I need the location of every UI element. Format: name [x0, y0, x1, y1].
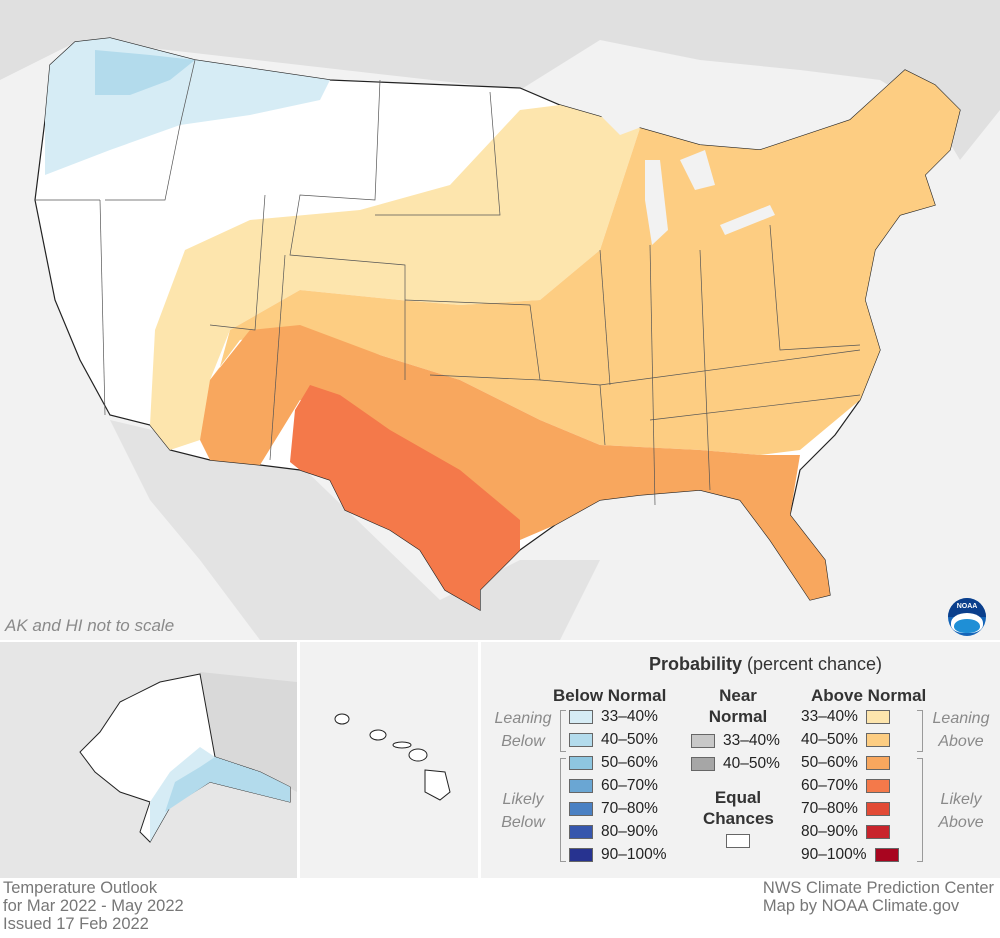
above-normal-item: 90–100% — [801, 844, 899, 866]
above-normal-swatch — [865, 710, 890, 724]
above-normal-label: 33–40% — [801, 708, 858, 725]
above-normal-label: 70–80% — [801, 800, 858, 817]
below-normal-label: 80–90% — [601, 823, 658, 840]
below-normal-label: 70–80% — [601, 800, 658, 817]
above-normal-label: 80–90% — [801, 823, 858, 840]
maui — [408, 748, 428, 762]
below-normal-swatch — [569, 733, 593, 747]
below-normal-item: 90–100% — [569, 844, 667, 866]
below-normal-label: 60–70% — [601, 777, 658, 794]
likely-above-bracket — [917, 758, 923, 862]
big-island — [424, 769, 451, 801]
above-normal-swatch — [865, 779, 890, 793]
above-40-region — [200, 70, 960, 455]
above-normal-swatch — [874, 848, 899, 862]
alaska-inset — [0, 642, 297, 878]
hawaii-inset — [300, 642, 478, 878]
kauai — [334, 713, 350, 725]
below-normal-item: 80–90% — [569, 821, 658, 843]
near-normal-heading: Near Normal — [708, 686, 768, 726]
near-normal-item: 33–40% — [691, 730, 780, 752]
outlook-period: for Mar 2022 - May 2022 — [3, 897, 184, 915]
below-normal-swatch — [569, 756, 593, 770]
above-33-region — [150, 105, 640, 450]
footer-right: NWS Climate Prediction Center Map by NOA… — [763, 879, 994, 915]
leaning-below-bracket — [560, 710, 566, 752]
above-normal-item: 80–90% — [801, 821, 890, 843]
leaning-above-bracket — [917, 710, 923, 752]
alaska-below-40 — [165, 757, 290, 812]
outlook-title: Temperature Outlook — [3, 879, 158, 897]
legend-title-rest: (percent chance) — [741, 654, 883, 674]
likely-above-label: Likely Above — [938, 791, 984, 831]
outlook-issued: Issued 17 Feb 2022 — [3, 915, 149, 933]
near-normal-label: 33–40% — [723, 732, 780, 749]
below-normal-label: 40–50% — [601, 731, 658, 748]
below-normal-swatch — [569, 825, 593, 839]
above-normal-heading: Above Normal — [811, 686, 927, 705]
lake-huron — [680, 150, 715, 190]
near-normal-label: 40–50% — [723, 755, 780, 772]
equal-chances-swatch — [726, 834, 750, 848]
above-normal-item: 40–50% — [801, 729, 890, 751]
above-normal-item: 33–40% — [801, 706, 890, 728]
scale-note: AK and HI not to scale — [5, 616, 175, 635]
below-normal-item: 60–70% — [569, 775, 658, 797]
above-normal-swatch — [865, 733, 890, 747]
hawaii-map-graphic — [334, 713, 451, 801]
above-60-region — [290, 385, 520, 610]
below-40-region — [95, 50, 195, 95]
below-normal-heading: Below Normal — [553, 686, 667, 705]
above-normal-swatch — [865, 802, 890, 816]
below-normal-item: 40–50% — [569, 729, 658, 751]
below-normal-label: 90–100% — [601, 846, 667, 863]
alaska-map-graphic — [0, 642, 297, 878]
noaa-logo-text: NOAA — [956, 603, 978, 610]
above-normal-label: 40–50% — [801, 731, 858, 748]
footer-left: Temperature Outlook for Mar 2022 - May 2… — [3, 879, 184, 933]
below-normal-swatch — [569, 802, 593, 816]
below-normal-swatch — [569, 848, 593, 862]
below-normal-item: 33–40% — [569, 706, 658, 728]
near-normal-swatch — [691, 757, 715, 771]
canada-yukon — [200, 672, 297, 792]
below-normal-label: 50–60% — [601, 754, 658, 771]
legend-title: Probability (percent chance) — [481, 654, 1000, 675]
lake-erie — [720, 205, 775, 235]
conus-map: AK and HI not to scale NOAA — [0, 0, 1000, 640]
above-normal-label: 90–100% — [801, 846, 867, 863]
above-normal-swatch — [865, 825, 890, 839]
state-lines — [35, 59, 861, 506]
leaning-below-label: Leaning Below — [494, 710, 552, 750]
above-normal-item: 50–60% — [801, 752, 890, 774]
noaa-logo: NOAA — [948, 598, 986, 636]
likely-below-bracket — [560, 758, 566, 862]
equal-chances-heading: Equal Chances — [703, 788, 774, 828]
below-normal-swatch — [569, 779, 593, 793]
above-normal-label: 50–60% — [801, 754, 858, 771]
near-normal-item: 40–50% — [691, 753, 780, 775]
molokai — [392, 741, 412, 749]
lake-michigan — [645, 160, 668, 245]
above-normal-item: 60–70% — [801, 775, 890, 797]
below-normal-swatch — [569, 710, 593, 724]
above-normal-swatch — [865, 756, 890, 770]
source-credit: NWS Climate Prediction Center — [762, 879, 994, 897]
near-normal-swatch — [691, 734, 715, 748]
oahu — [369, 729, 387, 741]
map-credit: Map by NOAA Climate.gov — [762, 897, 960, 915]
below-normal-item: 70–80% — [569, 798, 658, 820]
below-normal-label: 33–40% — [601, 708, 658, 725]
above-normal-label: 60–70% — [801, 777, 858, 794]
likely-below-label: Likely Below — [501, 791, 545, 831]
below-normal-item: 50–60% — [569, 752, 658, 774]
legend-panel: Probability (percent chance) Below Norma… — [481, 642, 1000, 878]
conus-map-graphic — [0, 0, 1000, 640]
canada-land — [0, 0, 1000, 160]
above-50-region — [200, 325, 830, 600]
above-normal-item: 70–80% — [801, 798, 890, 820]
leaning-above-label: Leaning Above — [932, 710, 990, 750]
lake-superior — [600, 105, 660, 135]
legend-title-bold: Probability — [648, 654, 742, 674]
